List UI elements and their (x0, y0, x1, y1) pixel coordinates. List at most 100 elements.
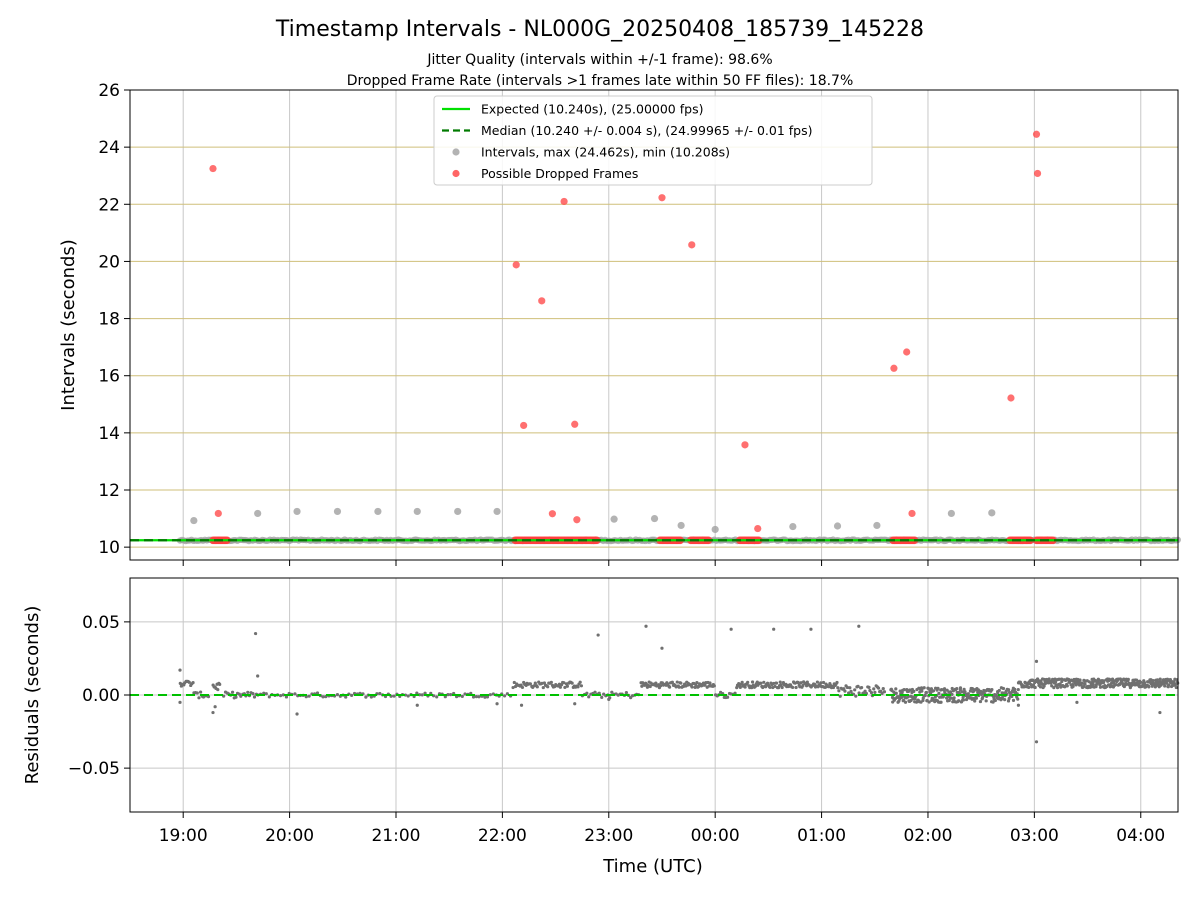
residual-point (1027, 685, 1031, 689)
dropped-frame-point (520, 421, 528, 430)
legend-box (433, 95, 873, 186)
residual-point (1013, 687, 1017, 691)
residual-point (644, 624, 648, 628)
residual-point (315, 691, 320, 695)
residual-point (1080, 681, 1084, 685)
residual-point (546, 685, 550, 689)
residual-point (997, 688, 1001, 693)
residual-point (528, 682, 532, 686)
residual-point (936, 686, 940, 690)
legend-marker-swatch (452, 169, 460, 178)
residual-point (882, 690, 887, 694)
legend: Expected (10.240s), (25.00000 fps) Median… (433, 95, 873, 186)
residual-point (234, 695, 238, 699)
residual-point (624, 690, 628, 695)
bottom-xtick-label: 22:00 (478, 826, 527, 846)
residual-point (1034, 659, 1039, 663)
residual-point (1097, 678, 1101, 682)
residual-point (1168, 678, 1173, 682)
residual-point (726, 695, 730, 699)
residual-point (779, 683, 783, 687)
residual-point (415, 691, 419, 695)
residual-point (1052, 686, 1056, 690)
residual-point (597, 691, 601, 695)
residual-point (335, 692, 340, 697)
residual-point (677, 685, 681, 689)
dropped-frame-point (908, 509, 916, 518)
residual-point (1075, 700, 1079, 704)
chart-subtitle-dropped: Dropped Frame Rate (intervals >1 frames … (347, 73, 854, 89)
interval-point (833, 522, 842, 530)
residual-point (239, 694, 243, 698)
residual-point (991, 700, 995, 704)
residual-point (740, 680, 744, 684)
residual-point (1091, 682, 1095, 687)
interval-point (374, 507, 382, 516)
residual-point (213, 705, 217, 709)
residual-point (903, 700, 908, 704)
residual-point (267, 695, 271, 699)
bottom-ytick-label: 0.00 (82, 686, 120, 706)
dropped-frame-point (1007, 394, 1015, 402)
residual-point (1035, 677, 1040, 681)
residual-point (973, 699, 977, 703)
residual-point (211, 710, 215, 715)
residual-point (1083, 682, 1087, 686)
residual-point (1006, 699, 1011, 703)
residual-point (477, 695, 481, 699)
residual-point (460, 694, 464, 699)
bottom-xtick-label: 04:00 (1116, 826, 1165, 846)
residual-point (927, 700, 931, 704)
residual-point (415, 703, 419, 707)
residual-point (937, 691, 941, 695)
residual-point (262, 691, 266, 695)
residual-point (607, 697, 611, 701)
interval-point (947, 509, 955, 518)
residual-point (1007, 696, 1011, 701)
residual-point (660, 646, 664, 650)
residual-point (675, 680, 679, 684)
dropped-frame-point (548, 510, 556, 518)
residual-point (596, 633, 600, 637)
legend-label: Expected (10.240s), (25.00000 fps) (481, 102, 703, 117)
residual-point (815, 680, 820, 684)
dropped-frame-point (209, 164, 217, 173)
dropped-frame-point (688, 241, 696, 249)
residual-point (923, 693, 927, 698)
residual-point (848, 686, 852, 690)
bottom-ytick-label: 0.05 (82, 613, 120, 633)
residual-point (1055, 686, 1060, 690)
residual-point (199, 690, 203, 694)
legend-label: Median (10.240 +/- 0.004 s), (24.99965 +… (481, 123, 812, 138)
residual-point (307, 694, 311, 698)
residual-point (218, 682, 222, 686)
xlabel: Time (UTC) (602, 856, 703, 877)
residual-point (746, 680, 750, 684)
residual-point (562, 681, 566, 685)
top-ytick-label: 20 (98, 252, 120, 272)
residual-point (295, 712, 299, 716)
residual-point (446, 692, 450, 697)
residual-point (1102, 679, 1106, 683)
residual-point (1163, 684, 1167, 688)
dropped-frame-point (214, 509, 222, 518)
residual-point (187, 680, 191, 684)
interval-point (988, 509, 996, 517)
bottom-xtick-label: 00:00 (691, 826, 740, 846)
residual-point (253, 631, 258, 636)
interval-point (677, 521, 685, 530)
residual-point (772, 627, 776, 631)
residual-point (654, 681, 658, 685)
top-ytick-label: 22 (98, 195, 120, 215)
interval-point (454, 507, 462, 516)
residual-point (1053, 680, 1058, 684)
residual-point (801, 683, 805, 688)
residual-point (264, 692, 268, 696)
residual-point (693, 685, 697, 689)
residual-point (961, 695, 965, 699)
residual-point (929, 687, 934, 691)
residual-point (821, 680, 826, 685)
residual-point (344, 695, 348, 699)
residual-point (1155, 678, 1160, 682)
residual-point (587, 695, 591, 699)
